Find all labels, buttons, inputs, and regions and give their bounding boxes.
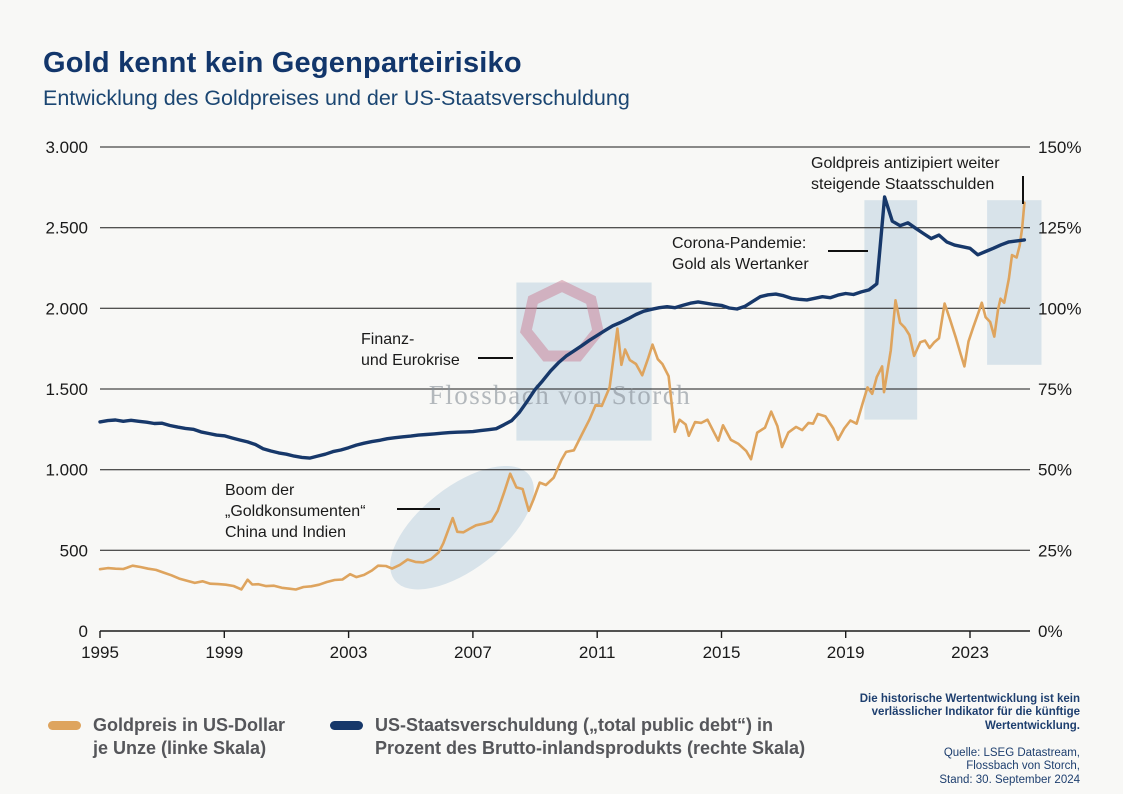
legend-item-debt: US-Staatsverschuldung („total public deb…: [330, 714, 805, 760]
footnote: Die historische Wertentwicklung ist kein…: [860, 679, 1080, 794]
annotation-goldpreis-staatsschulden: Goldpreis antizipiert weiter steigende S…: [811, 155, 1000, 193]
fvs-logo-icon: [520, 279, 604, 362]
x-axis-label: 1995: [81, 643, 119, 662]
annotation-pointers: [397, 176, 1024, 510]
legend-debt-swatch: [330, 721, 363, 730]
right-axis-label: 50%: [1038, 461, 1072, 480]
legend-debt-label: US-Staatsverschuldung („total public deb…: [375, 715, 806, 758]
x-axis-label: 2023: [951, 643, 989, 662]
gridlines: [99, 146, 1030, 638]
series-lines: [98, 195, 1027, 591]
axis-labels: 0 500 1.000 1.500 2.000 2.500 3.000 0% 25% 50% 75%…: [45, 138, 1081, 662]
x-axis-label: 2019: [827, 643, 865, 662]
left-axis-label: 1.000: [45, 461, 88, 480]
annotation-boom-goldkonsumenten: Boom der „Goldkonsumenten“ China und Ind…: [225, 482, 366, 541]
footnote-disclaimer: Die historische Wertentwicklung ist kein…: [859, 692, 1080, 732]
right-axis-label: 100%: [1038, 299, 1081, 318]
left-axis-label: 3.000: [45, 138, 88, 157]
right-axis-label: 125%: [1038, 219, 1081, 238]
left-axis-label: 2.500: [45, 219, 88, 238]
x-axis-label: 2003: [330, 643, 368, 662]
left-axis-label: 2.000: [45, 299, 88, 318]
gold-series-line: [98, 201, 1026, 591]
highlight-region: [864, 200, 918, 420]
legend-gold-swatch: [48, 721, 81, 730]
left-axis-label: 1.500: [45, 380, 88, 399]
watermark-text: Flossbach von Storch: [429, 380, 692, 410]
left-axis-label: 500: [60, 541, 88, 560]
page-title: Gold kennt kein Gegenparteirisiko: [43, 47, 522, 79]
annotation-finanz-eurokrise: Finanz- und Eurokrise: [361, 331, 460, 369]
x-axis-label: 2015: [703, 643, 741, 662]
left-axis-label: 0: [79, 622, 88, 641]
annotation-corona-pandemie: Corona-Pandemie: Gold als Wertanker: [672, 235, 809, 273]
highlight-region: [516, 282, 652, 441]
page-subtitle: Entwicklung des Goldpreises und der US-S…: [43, 86, 630, 110]
highlight-region: [987, 200, 1042, 365]
right-axis-label: 25%: [1038, 541, 1072, 560]
right-axis-label: 150%: [1038, 138, 1081, 157]
highlight-regions: [390, 200, 1042, 590]
x-axis-label: 2007: [454, 643, 492, 662]
x-axis-label: 1999: [205, 643, 243, 662]
legend-gold-label: Goldpreis in US-Dollar je Unze (linke Sk…: [93, 715, 286, 758]
footnote-source: Quelle: LSEG Datastream, Flossbach von S…: [939, 746, 1080, 786]
right-axis-label: 0%: [1038, 622, 1063, 641]
highlight-ellipse: [390, 465, 534, 590]
debt-series-line: [98, 195, 1027, 460]
right-axis-label: 75%: [1038, 380, 1072, 399]
x-axis-label: 2011: [579, 643, 616, 662]
legend-item-gold: Goldpreis in US-Dollar je Unze (linke Sk…: [48, 714, 285, 760]
